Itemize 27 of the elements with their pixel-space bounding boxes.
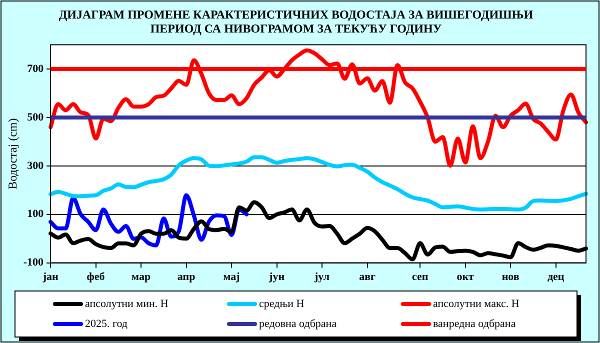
chart-title: ДИЈАГРАМ ПРОМЕНЕ КАРАКТЕРИСТИЧНИХ ВОДОСТАЈА ЗА ВИШЕГОДИШЊИ ПЕРИОД СА НИВОГРАМОМ ЗА ТЕКУЋУ ГОДИНУ <box>58 7 534 36</box>
y-axis-title: Водостај (cm) <box>5 118 20 190</box>
y-tick-label: 500 <box>27 111 44 124</box>
legend-label: 2025. год <box>85 318 128 330</box>
line-series <box>48 155 588 212</box>
line-series <box>48 48 588 168</box>
x-tick-label: авг <box>359 271 376 284</box>
legend-label: апсолутни макс. Н <box>433 298 520 310</box>
x-tick-label: феб <box>86 271 106 284</box>
y-tick-label: 700 <box>27 62 44 75</box>
legend-label: средњи Н <box>259 298 304 310</box>
x-tick-label: мар <box>132 271 151 284</box>
y-tick-label: 300 <box>27 160 44 172</box>
x-tick-label: сеп <box>412 271 429 284</box>
legend-label: редовна одбрана <box>259 318 337 330</box>
x-tick-label: окт <box>456 271 475 284</box>
x-tick-label: јул <box>314 271 330 284</box>
y-tick-label: -100 <box>23 256 44 269</box>
legend-label: ванредна одбрана <box>433 318 516 330</box>
legend-label: апсолутни мин. Н <box>85 298 168 310</box>
x-tick-label: дец <box>547 271 565 284</box>
x-tick-label: нов <box>502 271 520 284</box>
x-tick-label: јун <box>268 271 286 284</box>
x-tick-label: јан <box>42 271 59 284</box>
y-tick-label: 100 <box>27 208 44 220</box>
x-tick-label: апр <box>177 271 196 284</box>
x-tick-label: мај <box>223 271 240 284</box>
